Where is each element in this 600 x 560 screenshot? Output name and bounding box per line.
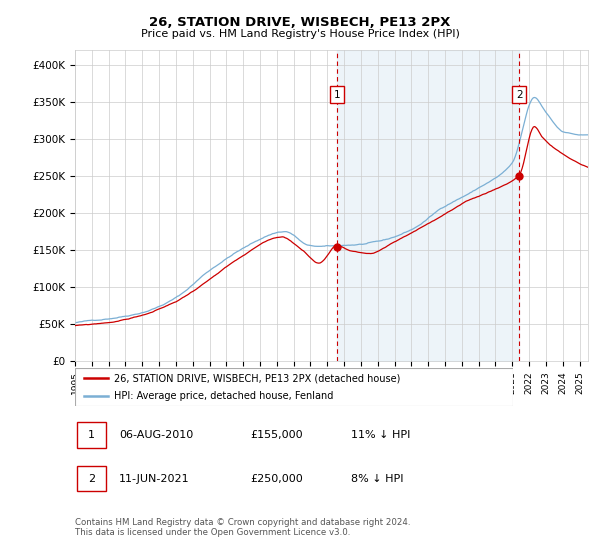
Text: 06-AUG-2010: 06-AUG-2010 <box>119 431 193 440</box>
Text: Contains HM Land Registry data © Crown copyright and database right 2024.
This d: Contains HM Land Registry data © Crown c… <box>75 518 410 538</box>
Text: £155,000: £155,000 <box>250 431 303 440</box>
Text: 1: 1 <box>88 431 95 440</box>
Text: 2: 2 <box>516 90 523 100</box>
Text: 26, STATION DRIVE, WISBECH, PE13 2PX (detached house): 26, STATION DRIVE, WISBECH, PE13 2PX (de… <box>115 373 401 383</box>
Text: £250,000: £250,000 <box>250 474 303 483</box>
Text: 11-JUN-2021: 11-JUN-2021 <box>119 474 190 483</box>
Text: 8% ↓ HPI: 8% ↓ HPI <box>351 474 403 483</box>
Text: 26, STATION DRIVE, WISBECH, PE13 2PX: 26, STATION DRIVE, WISBECH, PE13 2PX <box>149 16 451 29</box>
Bar <box>77 422 106 449</box>
Text: 1: 1 <box>334 90 340 100</box>
Text: Price paid vs. HM Land Registry's House Price Index (HPI): Price paid vs. HM Land Registry's House … <box>140 29 460 39</box>
Bar <box>77 465 106 492</box>
Text: 2: 2 <box>88 474 95 483</box>
Text: HPI: Average price, detached house, Fenland: HPI: Average price, detached house, Fenl… <box>115 391 334 401</box>
Text: 11% ↓ HPI: 11% ↓ HPI <box>351 431 410 440</box>
